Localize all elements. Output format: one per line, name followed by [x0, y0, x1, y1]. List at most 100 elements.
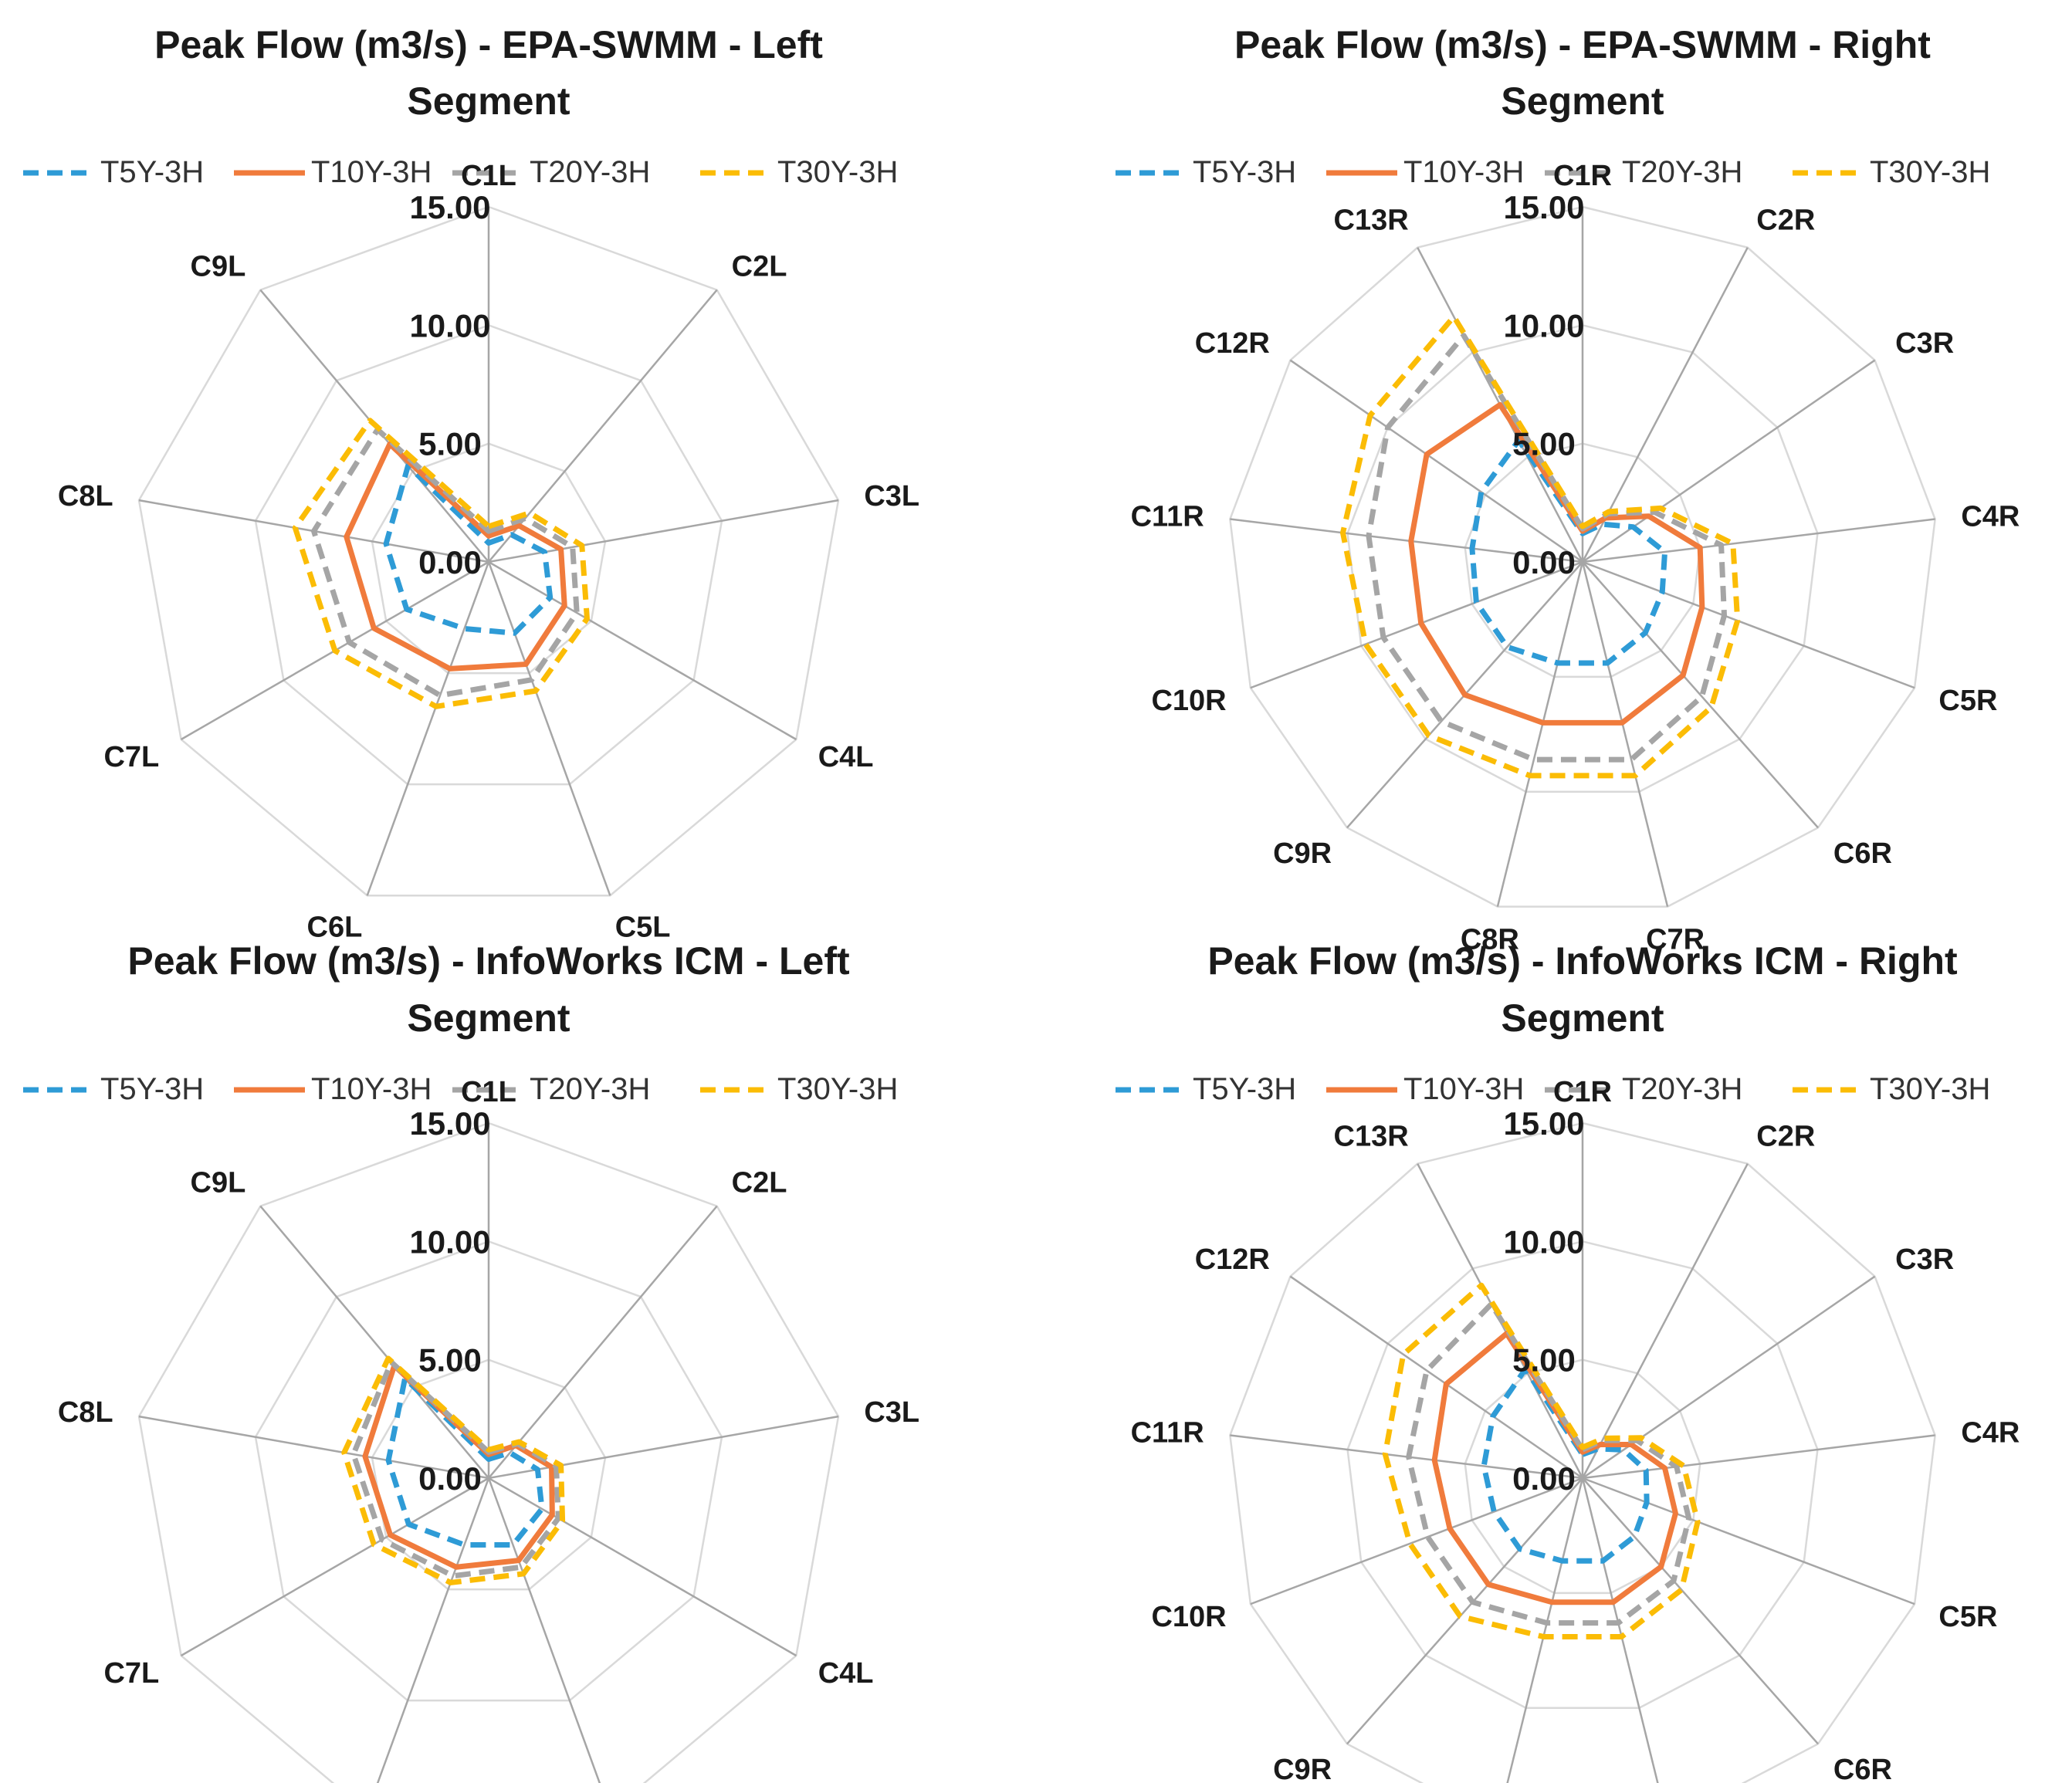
series-line-t10y-3h: [344, 441, 567, 672]
axis-spoke: [1346, 1477, 1583, 1745]
series-line-t30y-3h: [1339, 313, 1741, 779]
series-line-t30y-3h: [1382, 1282, 1701, 1639]
axis-spoke: [1582, 518, 1935, 563]
legend-item: T30Y-3H: [1793, 1072, 1990, 1106]
grid-ring: [137, 1122, 840, 1783]
category-label: C11R: [1131, 500, 1204, 533]
axis-spoke: [487, 1477, 601, 1783]
tick-label: 15.00: [409, 1105, 490, 1142]
chart-title-line1: Peak Flow (m3/s) - InfoWorks ICM - Left: [127, 939, 850, 983]
category-label: C13R: [1334, 1121, 1409, 1153]
legend-label: T30Y-3H: [1870, 1072, 1990, 1106]
category-label: C5R: [1938, 685, 1997, 717]
category-label: C8L: [58, 480, 113, 513]
chart-legend: T5Y-3H T10Y-3H T20Y-3H T30Y-3H: [23, 155, 898, 189]
legend-item: T20Y-3H: [1545, 1072, 1742, 1106]
category-label: C8R: [1461, 923, 1519, 956]
category-label: C2L: [732, 1166, 787, 1199]
tick-label: 5.00: [1512, 1342, 1576, 1379]
series-line-t5y-3h: [1469, 438, 1668, 666]
category-label: C2L: [732, 250, 787, 283]
legend-label: T5Y-3H: [1193, 155, 1296, 189]
category-label: C2R: [1756, 205, 1815, 237]
axis-spoke: [1496, 561, 1584, 907]
series-line-t30y-3h: [292, 418, 590, 709]
radar-chart-2: Peak Flow (m3/s) - EPA-SWMM - Right Segme…: [1116, 23, 2020, 956]
axis-spoke: [488, 1477, 797, 1657]
legend-label: T20Y-3H: [1622, 1072, 1742, 1106]
legend-item: T20Y-3H: [1545, 155, 1742, 189]
series-line-t30y-3h: [341, 1355, 566, 1585]
category-label: C3L: [864, 1396, 919, 1429]
category-label: C1L: [461, 160, 516, 192]
grid-ring: [371, 1358, 607, 1591]
legend-item: T5Y-3H: [23, 155, 204, 189]
category-label: C1R: [1553, 1076, 1612, 1108]
grid-ring: [1229, 1122, 1936, 1783]
grid-ring: [1464, 1358, 1701, 1595]
axis-spoke: [1289, 1275, 1583, 1480]
axis-spoke: [487, 561, 611, 896]
legend-label: T30Y-3H: [777, 155, 898, 189]
category-label: C10R: [1151, 685, 1226, 717]
axis-spoke: [1582, 1434, 1935, 1480]
category-label: C6L: [307, 912, 363, 944]
legend-label: T30Y-3H: [777, 1072, 898, 1106]
category-label: C1L: [461, 1076, 516, 1108]
axis-spoke: [1581, 561, 1669, 907]
legend-label: T20Y-3H: [1622, 155, 1742, 189]
series-line-t20y-3h: [1366, 333, 1728, 763]
tick-label: 10.00: [409, 1223, 490, 1260]
grid-ring: [137, 205, 840, 897]
legend-label: T30Y-3H: [1870, 155, 1990, 189]
grid-ring: [254, 324, 723, 786]
chart-title-line2: Segment: [407, 996, 570, 1040]
grid-ring: [371, 442, 607, 675]
axis-spoke: [488, 560, 797, 741]
legend-item: T20Y-3H: [452, 155, 650, 189]
chart-title-line1: Peak Flow (m3/s) - EPA-SWMM - Right: [1234, 23, 1931, 66]
legend-item: T5Y-3H: [1116, 1072, 1296, 1106]
grid-ring: [1346, 324, 1819, 793]
legend-item: T30Y-3H: [1793, 155, 1990, 189]
axis-spoke: [1230, 518, 1583, 563]
axis-spoke: [1250, 560, 1583, 689]
chart-title-line2: Segment: [1501, 996, 1664, 1040]
category-label: C13R: [1334, 205, 1409, 237]
chart-legend: T5Y-3H T10Y-3H T20Y-3H T30Y-3H: [1116, 1072, 1990, 1106]
chart-title-line2: Segment: [1501, 80, 1664, 123]
tick-label: 0.00: [418, 1460, 482, 1497]
legend-item: T30Y-3H: [700, 155, 898, 189]
legend-label: T20Y-3H: [530, 1072, 650, 1106]
axis-spoke: [1506, 1477, 1584, 1783]
chart-legend: T5Y-3H T10Y-3H T20Y-3H T30Y-3H: [23, 1072, 898, 1106]
series-line-t10y-3h: [1408, 401, 1705, 726]
category-label: C7L: [103, 741, 159, 773]
grid-ring: [254, 1240, 723, 1702]
axis-spoke: [488, 1205, 718, 1479]
category-label: C9L: [191, 250, 246, 283]
chart-title-line1: Peak Flow (m3/s) - EPA-SWMM - Left: [154, 23, 823, 66]
tick-label: 15.00: [1503, 1105, 1584, 1142]
legend-label: T10Y-3H: [311, 1072, 432, 1106]
legend-item: T20Y-3H: [452, 1072, 650, 1106]
category-label: C1R: [1553, 160, 1612, 192]
chart-legend: T5Y-3H T10Y-3H T20Y-3H T30Y-3H: [1116, 155, 1990, 189]
category-label: C5R: [1938, 1601, 1997, 1633]
category-label: C10R: [1151, 1601, 1226, 1633]
category-label: C6R: [1833, 837, 1892, 870]
category-label: C4L: [818, 1657, 874, 1690]
axis-spoke: [376, 1477, 490, 1783]
tick-label: 10.00: [1503, 307, 1584, 343]
tick-label: 5.00: [418, 1342, 482, 1379]
legend-label: T5Y-3H: [1193, 1072, 1296, 1106]
category-label: C4R: [1961, 500, 2020, 533]
legend-item: T30Y-3H: [700, 1072, 898, 1106]
tick-label: 15.00: [409, 189, 490, 225]
tick-label: 5.00: [418, 426, 482, 462]
category-label: C3R: [1895, 1243, 1954, 1276]
radar-chart-1: Peak Flow (m3/s) - EPA-SWMM - Left Segmen…: [23, 23, 919, 944]
radar-chart-3: Peak Flow (m3/s) - InfoWorks ICM - Left S…: [23, 939, 919, 1783]
category-label: C9L: [191, 1166, 246, 1199]
